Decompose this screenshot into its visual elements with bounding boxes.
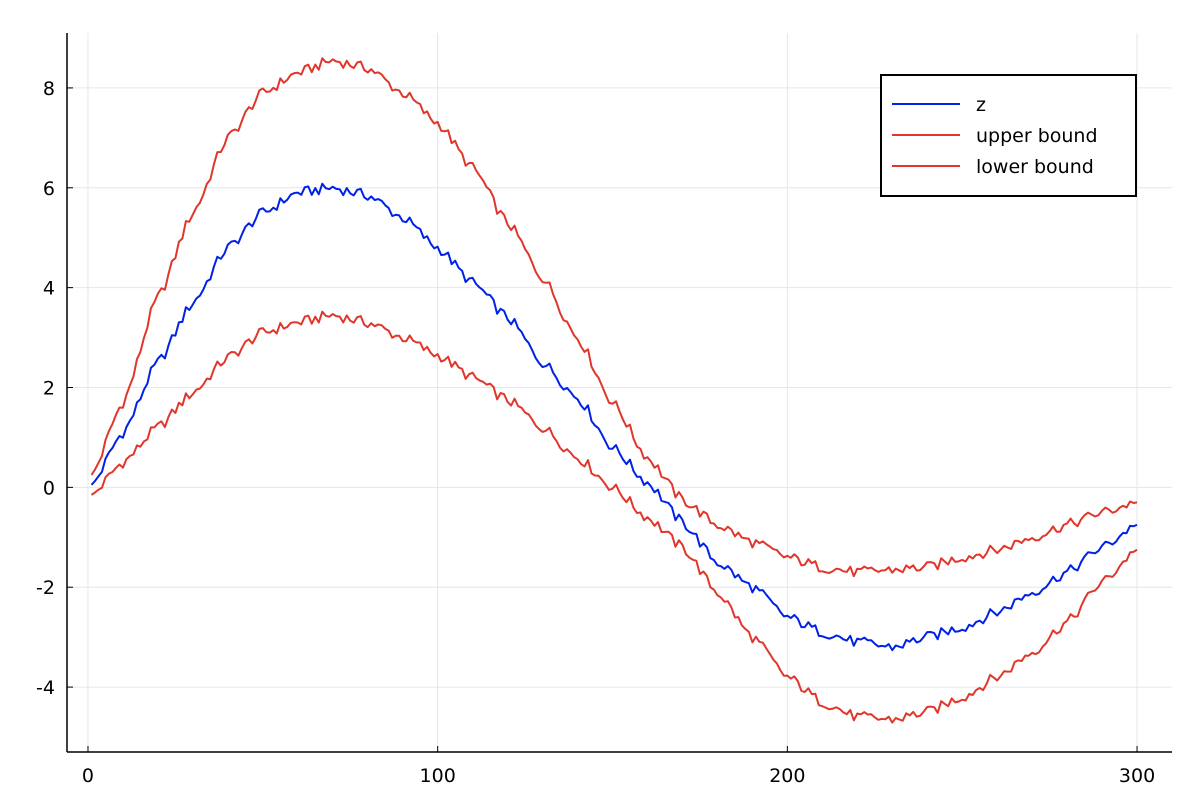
x-tick-label: 0 xyxy=(82,765,94,787)
y-tick-label: 0 xyxy=(43,477,55,499)
series-line-upper-bound xyxy=(90,57,1138,578)
axes xyxy=(66,33,1172,753)
legend: z upper bound lower bound xyxy=(880,74,1137,197)
y-tick-label: -4 xyxy=(36,677,55,699)
y-tick-label: 4 xyxy=(43,278,55,300)
x-tick-label: 300 xyxy=(1119,765,1155,787)
legend-label-z: z xyxy=(976,94,986,116)
y-tick-label: 8 xyxy=(43,78,55,100)
series-line-z xyxy=(90,182,1138,652)
legend-label-lower-bound: lower bound xyxy=(976,156,1094,178)
x-tick-label: 200 xyxy=(769,765,805,787)
legend-label-upper-bound: upper bound xyxy=(976,125,1098,147)
x-tick-label: 100 xyxy=(420,765,456,787)
series-line-lower-bound xyxy=(90,310,1138,724)
series-lines xyxy=(90,57,1138,724)
tick-labels: 0 100 200 300 -4 -2 0 2 4 6 8 xyxy=(36,78,1155,787)
y-tick-label: 2 xyxy=(43,378,55,400)
y-tick-label: 6 xyxy=(43,178,55,200)
y-tick-label: -2 xyxy=(36,577,55,599)
